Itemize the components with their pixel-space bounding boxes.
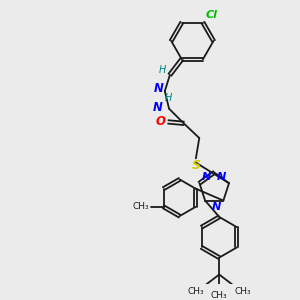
Text: CH₃: CH₃ (187, 287, 204, 296)
Text: N: N (202, 172, 211, 182)
Text: Cl: Cl (205, 10, 217, 20)
Text: H: H (164, 93, 172, 103)
Text: CH₃: CH₃ (211, 291, 227, 300)
Text: N: N (217, 172, 226, 182)
Text: N: N (153, 101, 163, 114)
Text: O: O (156, 116, 166, 128)
Text: CH₃: CH₃ (133, 202, 150, 211)
Text: S: S (191, 159, 200, 172)
Text: N: N (212, 202, 221, 212)
Text: CH₃: CH₃ (235, 287, 251, 296)
Text: N: N (154, 82, 164, 95)
Text: H: H (158, 65, 166, 75)
